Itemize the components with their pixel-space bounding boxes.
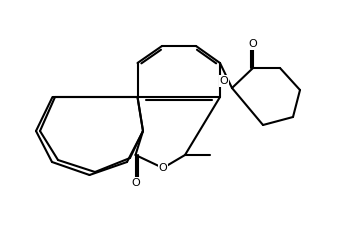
Text: O: O <box>248 39 257 49</box>
Text: O: O <box>159 163 167 173</box>
Text: O: O <box>220 76 228 86</box>
Text: O: O <box>131 178 140 188</box>
